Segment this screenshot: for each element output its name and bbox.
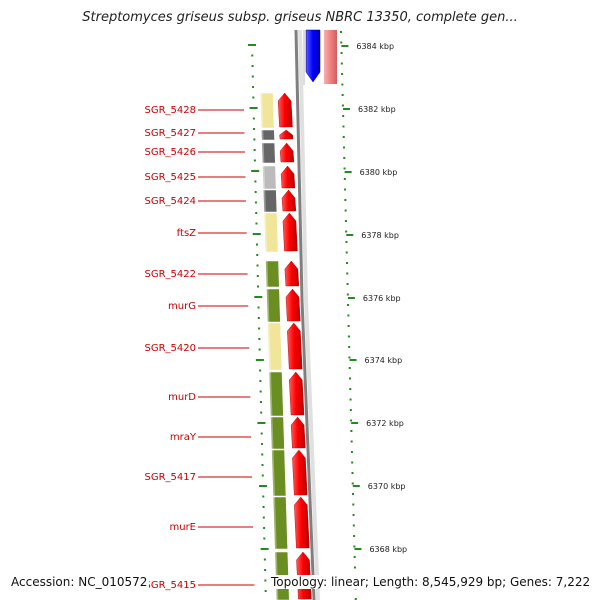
gene-category-bar bbox=[263, 212, 279, 253]
gene-arrow[interactable] bbox=[294, 496, 310, 549]
scale-label: 6372 kbp bbox=[366, 419, 404, 428]
scale-label: 6382 kbp bbox=[358, 105, 396, 114]
gene-label: SGR_5425 bbox=[145, 172, 197, 183]
gene-arrow[interactable] bbox=[277, 92, 293, 128]
scale-tick bbox=[352, 485, 360, 487]
gene-arrow[interactable] bbox=[279, 142, 295, 163]
scale-tick bbox=[341, 45, 349, 47]
gene-category-bar bbox=[267, 322, 283, 371]
gene-category-bar bbox=[262, 165, 277, 190]
scale-label: 6378 kbp bbox=[361, 231, 399, 240]
gene-arrow[interactable] bbox=[284, 260, 300, 287]
upstream-gene-blue bbox=[305, 29, 321, 83]
gene-arrow[interactable] bbox=[285, 288, 301, 322]
scale-label: 6380 kbp bbox=[360, 168, 398, 177]
gene-arrow[interactable] bbox=[282, 212, 298, 252]
gene-arrow[interactable] bbox=[292, 449, 308, 496]
gene-category-bar bbox=[270, 416, 285, 450]
gene-arrow[interactable] bbox=[281, 189, 297, 212]
scale-label: 6368 kbp bbox=[369, 545, 407, 554]
gene-arrow[interactable] bbox=[289, 371, 305, 416]
gene-arrow[interactable] bbox=[290, 416, 306, 449]
gene-label: SGR_5426 bbox=[145, 147, 197, 158]
upstream-genes[interactable] bbox=[303, 29, 337, 85]
gene-label: mraY bbox=[170, 432, 197, 443]
gene-category-bar bbox=[268, 371, 284, 417]
accession-info: Accession: NC_010572 bbox=[9, 575, 150, 589]
gene-label: SGR_5428 bbox=[145, 105, 197, 116]
gene-category-bar bbox=[265, 260, 280, 288]
gene-label-track: SGR_5428 SGR_5427 SGR_5426 SGR_5425 SGR_5424… bbox=[145, 105, 255, 591]
scale-tick bbox=[346, 234, 354, 236]
scale-tick bbox=[344, 171, 352, 173]
gene-category-bar bbox=[261, 142, 276, 164]
gene-category-bar bbox=[266, 288, 281, 323]
gene-arrow[interactable] bbox=[279, 129, 294, 140]
upstream-gene-pink bbox=[324, 30, 337, 84]
scale-label: 6384 kbp bbox=[356, 42, 394, 51]
gene-label: SGR_5427 bbox=[145, 128, 197, 139]
gene-label: SGR_5417 bbox=[145, 472, 197, 483]
scale-label: 6370 kbp bbox=[368, 482, 406, 491]
gene-label: murE bbox=[169, 522, 196, 533]
scale-tick bbox=[351, 422, 359, 424]
scale-tick bbox=[343, 108, 351, 110]
scale-axis: 6384 kbp 6382 kbp 6380 kbp 6378 kbp 6376 kbp… bbox=[340, 31, 407, 600]
gene-category-bar bbox=[272, 496, 288, 550]
gene-label: SGR_5424 bbox=[145, 196, 197, 207]
gene-label: SGR_5420 bbox=[145, 343, 197, 354]
gene-arrow[interactable] bbox=[287, 322, 303, 370]
topology-info: Topology: linear; Length: 8,545,929 bp; … bbox=[268, 575, 594, 589]
gene-arrow[interactable] bbox=[280, 165, 296, 189]
left-tick-axis bbox=[248, 44, 269, 592]
scale-tick bbox=[349, 359, 357, 361]
gene-category-bar bbox=[259, 92, 275, 129]
gene-category-bar bbox=[262, 189, 278, 213]
scale-label: 6376 kbp bbox=[363, 294, 401, 303]
scale-tick bbox=[354, 548, 362, 550]
map-title: Streptomyces griseus subsp. griseus NBRC… bbox=[82, 10, 518, 25]
gene-category-bar bbox=[260, 129, 275, 141]
genome-backbone bbox=[294, 29, 320, 600]
scale-tick bbox=[347, 297, 355, 299]
gene-label: SGR_5415 bbox=[145, 580, 197, 591]
gene-label: murD bbox=[168, 392, 196, 403]
gene-label: murG bbox=[168, 301, 196, 312]
scale-label: 6374 kbp bbox=[365, 356, 403, 365]
gene-label: SGR_5422 bbox=[145, 269, 197, 280]
gene-label: ftsZ bbox=[177, 228, 196, 239]
gene-category-bar bbox=[271, 449, 287, 497]
